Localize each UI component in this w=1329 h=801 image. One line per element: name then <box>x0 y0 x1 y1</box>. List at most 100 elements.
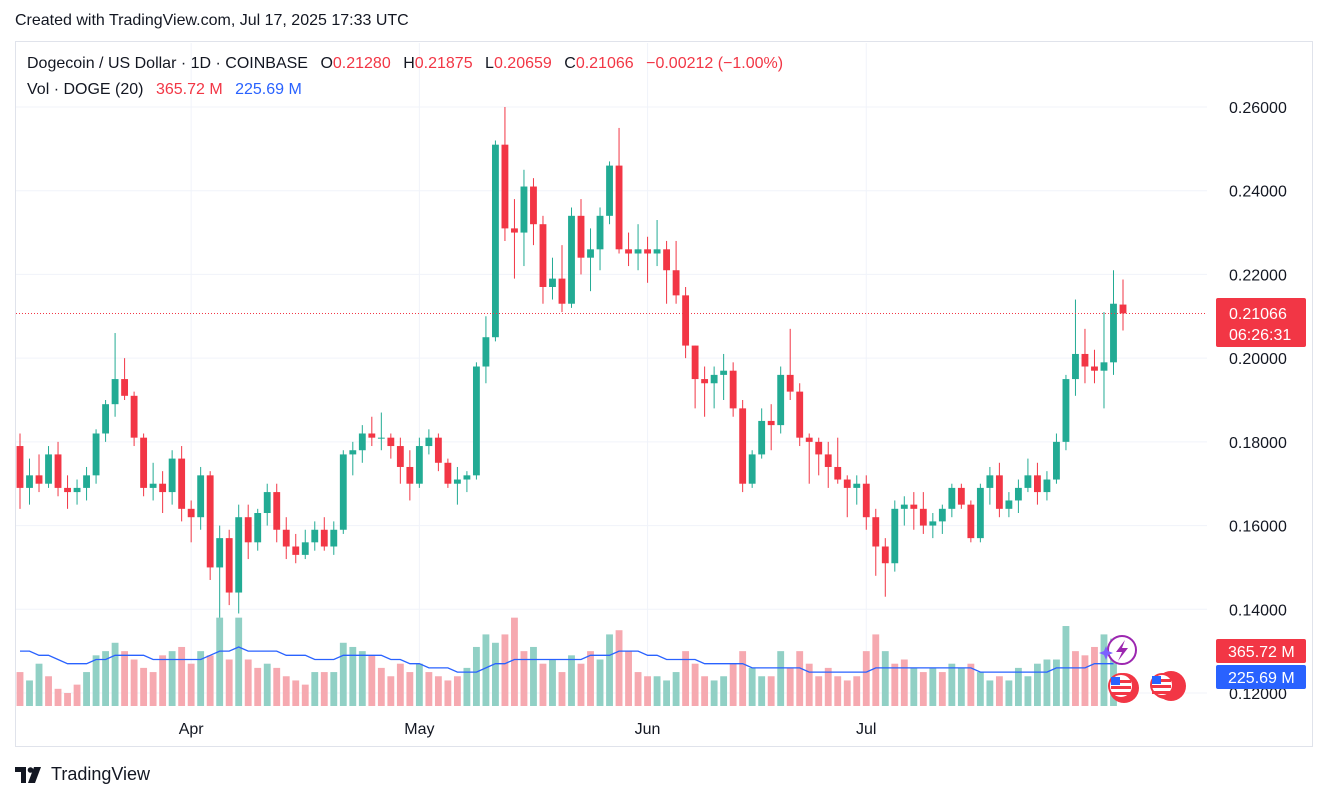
candle <box>824 441 832 488</box>
volume-ma-badge-value: 225.69 M <box>1228 670 1295 687</box>
candle <box>311 521 319 551</box>
candle <box>1014 479 1022 514</box>
candle <box>92 429 100 484</box>
volume-ma-value: 225.69 M <box>235 81 302 98</box>
volume-bar <box>758 676 766 706</box>
candle <box>843 475 851 518</box>
candle <box>16 433 24 509</box>
tradingview-footer: TradingView <box>15 764 150 785</box>
candle <box>767 404 775 451</box>
candle <box>663 240 671 304</box>
candle <box>102 400 110 442</box>
open-value: 0.21280 <box>332 55 391 72</box>
volume-bar <box>634 672 642 706</box>
us-flag-event-icon[interactable] <box>1108 673 1139 703</box>
candle <box>587 228 594 292</box>
candle <box>957 483 965 509</box>
volume-bar <box>1043 659 1051 706</box>
volume-bar <box>1100 634 1108 706</box>
volume-bar <box>102 651 110 706</box>
volume-bar <box>292 680 300 706</box>
volume-bar <box>54 688 62 706</box>
candle <box>35 454 43 493</box>
candle <box>739 400 747 493</box>
volume-bar <box>881 651 889 706</box>
volume-bar <box>729 663 737 706</box>
candle <box>301 529 309 560</box>
volume-bar <box>558 672 566 706</box>
volume-bar <box>587 651 594 706</box>
candle <box>1024 458 1032 493</box>
candle <box>273 483 281 543</box>
tradingview-logo-icon <box>15 766 41 783</box>
candle <box>520 169 528 267</box>
candle <box>976 483 984 543</box>
change-value: −0.00212 (−1.00%) <box>646 55 784 72</box>
volume-bar <box>682 651 690 706</box>
volume-title[interactable]: Vol · DOGE (20) <box>27 81 144 98</box>
volume-bar <box>767 676 775 706</box>
candle <box>634 224 642 271</box>
volume-bar <box>311 672 319 706</box>
volume-bar <box>691 663 699 706</box>
candle <box>1053 433 1060 484</box>
candle <box>339 450 347 534</box>
candle <box>615 127 623 254</box>
chart-frame[interactable] <box>15 41 1313 747</box>
volume-bar <box>434 676 442 706</box>
volume-bar <box>900 659 908 706</box>
volume-bar <box>425 672 433 706</box>
volume-value: 365.72 M <box>155 81 223 98</box>
us-flag-event-icon-2[interactable] <box>1150 671 1186 701</box>
volume-bar <box>995 676 1003 706</box>
candle <box>349 441 357 476</box>
high-label: H <box>403 55 415 72</box>
volume-bar <box>1110 638 1117 706</box>
high-value: 0.21875 <box>414 55 473 72</box>
candle <box>434 433 442 472</box>
volume-bar <box>938 672 946 706</box>
y-tick-label: 0.14000 <box>1229 602 1287 619</box>
volume-bar <box>73 684 81 706</box>
candle <box>1043 471 1051 501</box>
volume-bar <box>35 663 43 706</box>
candle <box>720 353 728 400</box>
candle <box>853 475 861 505</box>
candle <box>530 178 537 246</box>
volume-bar <box>492 642 499 706</box>
volume-bar <box>482 634 490 706</box>
candle <box>558 245 566 313</box>
candle <box>1033 462 1041 505</box>
price-badge: 0.21066 06:26:31 <box>1216 298 1306 347</box>
lightning-event-icon[interactable] <box>1099 635 1137 665</box>
candle <box>748 450 756 488</box>
volume-bar <box>159 655 167 706</box>
candle <box>444 458 452 488</box>
volume-bar <box>26 680 33 706</box>
volume-bar <box>625 651 632 706</box>
volume-bar <box>967 663 975 706</box>
candle <box>1119 279 1127 331</box>
candle <box>168 450 176 505</box>
volume-bar <box>396 663 404 706</box>
volume-bar <box>197 651 205 706</box>
candle <box>539 215 547 304</box>
candle <box>834 437 842 484</box>
volume-bar <box>130 659 138 706</box>
candle <box>463 471 471 493</box>
candle <box>54 441 62 497</box>
volume-bar <box>415 663 423 706</box>
volume-bar <box>862 651 870 706</box>
candle <box>872 508 880 576</box>
volume-bar <box>986 680 994 706</box>
volume-bar <box>168 651 176 706</box>
volume-bar <box>1062 626 1070 706</box>
volume-bar <box>187 663 195 706</box>
candle <box>1110 270 1117 375</box>
volume-bar <box>910 667 918 706</box>
candle <box>263 483 271 526</box>
volume-bar <box>263 663 271 706</box>
symbol-title[interactable]: Dogecoin / US Dollar · 1D · COINBASE <box>27 55 308 72</box>
volume-bar <box>282 676 290 706</box>
